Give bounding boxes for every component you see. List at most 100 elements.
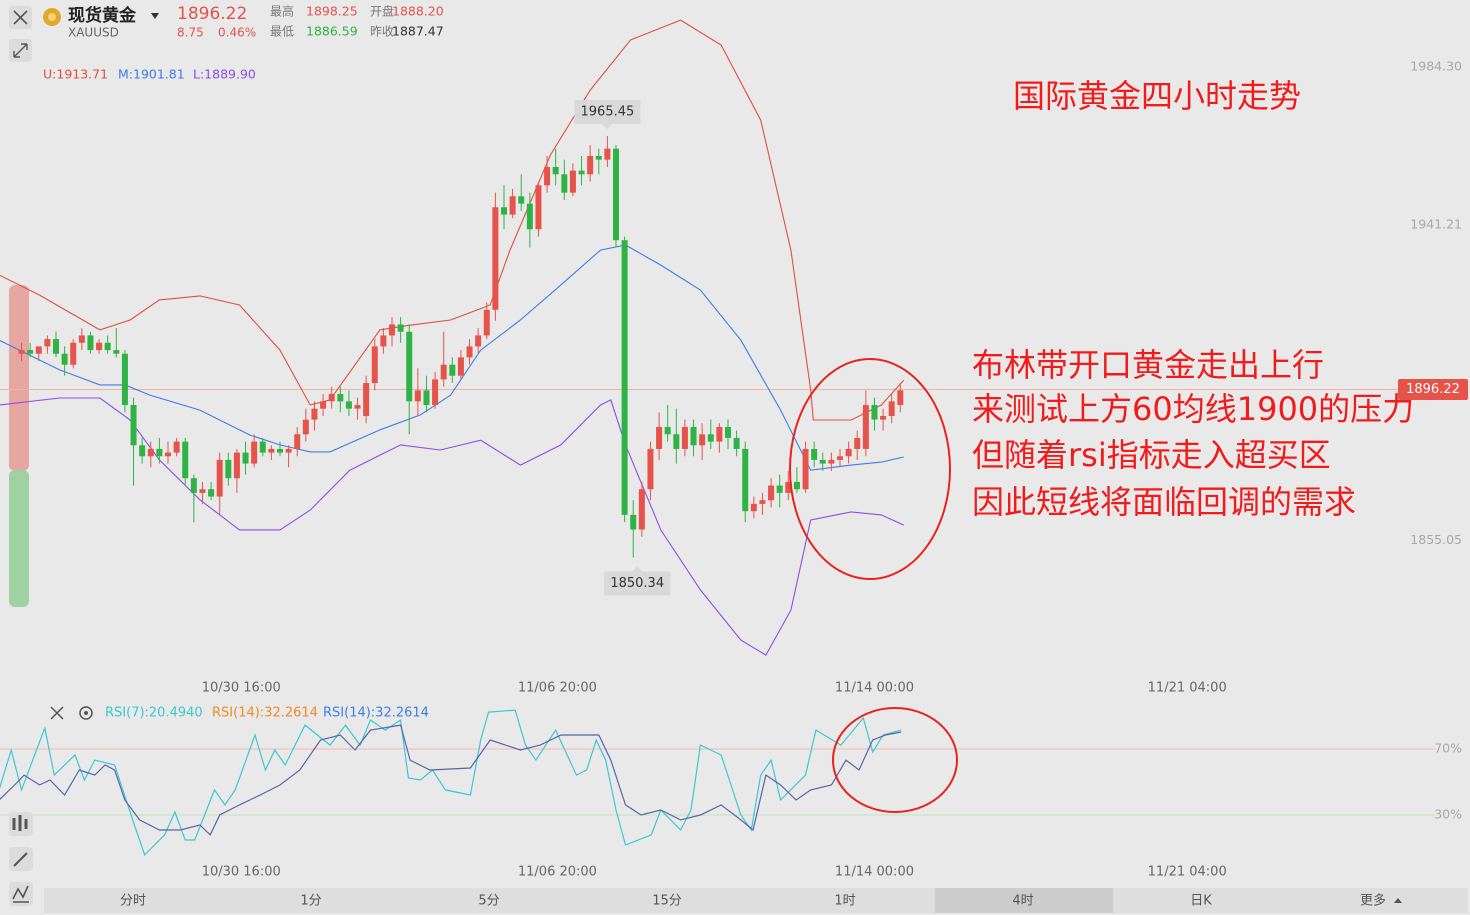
x-tick-label: 11/14 00:00 <box>835 865 914 880</box>
rsi-settings-dot <box>84 711 88 715</box>
chart-type-icon <box>12 885 29 903</box>
candle-body <box>854 437 861 449</box>
stat-label: 最高 <box>270 4 294 19</box>
candle-body <box>759 500 766 504</box>
candle-body <box>578 170 585 175</box>
candle-body <box>104 342 111 351</box>
candle-body <box>673 434 680 449</box>
x-tick-label: 11/14 00:00 <box>835 681 914 696</box>
indicator-icon <box>12 815 28 831</box>
stat-label: 开盘 <box>370 4 394 19</box>
legend-entry: L:1889.90 <box>193 67 256 82</box>
rsi-line <box>0 709 902 857</box>
candle-body <box>716 426 723 442</box>
legend-entry: RSI(14):32.2614 <box>212 706 318 721</box>
candle-body <box>173 441 180 453</box>
candle-body <box>837 456 843 460</box>
candle-body <box>699 434 706 446</box>
candle-body <box>888 401 895 416</box>
more-arrow <box>1394 898 1402 903</box>
bollinger-line <box>0 397 905 656</box>
candle-body <box>750 503 757 512</box>
close-icon <box>13 10 28 25</box>
highlight-ellipse <box>789 358 951 580</box>
last-price: 1896.22 <box>177 4 247 24</box>
candle-body <box>845 448 852 457</box>
candle-body <box>354 404 361 409</box>
candle-body <box>363 383 370 416</box>
candle-body <box>311 408 318 420</box>
candle-body <box>776 485 783 493</box>
candle-body <box>501 207 507 215</box>
x-tick-label: 11/21 04:00 <box>1148 681 1227 696</box>
rsi-settings-icon[interactable] <box>79 706 93 720</box>
candle-body <box>802 448 809 490</box>
candle-body <box>337 394 344 402</box>
candle-body <box>819 459 826 464</box>
period-tab[interactable]: 更多 <box>1360 893 1386 909</box>
candle-body <box>371 346 378 384</box>
candle-body <box>414 390 421 402</box>
y-tick-label: 1941.21 <box>1410 216 1462 231</box>
candle-body <box>87 335 94 351</box>
candle-body <box>389 324 395 336</box>
candle-body <box>182 441 189 479</box>
period-tab[interactable]: 5分 <box>478 894 499 909</box>
candle-body <box>707 434 714 442</box>
candle-body <box>27 350 34 354</box>
candle-body <box>225 459 232 479</box>
price-change-pct: 0.46% <box>218 26 256 40</box>
legend-entry: M:1901.81 <box>118 67 185 82</box>
period-tab[interactable]: 日K <box>1190 894 1212 909</box>
rsi-line <box>0 724 902 836</box>
stat-value: 1888.20 <box>392 4 444 19</box>
x-tick-label: 11/21 04:00 <box>1148 865 1227 880</box>
candle-body <box>768 485 775 501</box>
candle-body <box>397 324 404 332</box>
candle-body <box>423 390 430 405</box>
tab-bar <box>44 888 1468 913</box>
gold-icon-inner <box>48 13 56 21</box>
rsi-close-icon[interactable] <box>50 706 64 720</box>
candle-body <box>664 426 671 435</box>
candle-body <box>569 170 576 193</box>
candle-body <box>139 445 146 457</box>
candle-body <box>35 346 42 354</box>
candle-body <box>475 335 482 347</box>
bollinger-line <box>0 19 905 421</box>
candle-body <box>147 448 154 457</box>
candle-body <box>656 426 663 449</box>
candle-body <box>190 478 197 493</box>
candle-body <box>121 353 128 405</box>
annotation-title: 国际黄金四小时走势 <box>1013 77 1301 115</box>
candle-body <box>725 426 731 438</box>
candle-body <box>630 514 637 530</box>
max-label: 1965.45 <box>581 105 635 120</box>
period-tab[interactable]: 分时 <box>120 894 146 909</box>
candle-body <box>165 452 171 457</box>
candle-body <box>199 489 206 493</box>
sentiment-bull <box>9 285 29 471</box>
annotation-line: 因此短线将面临回调的需求 <box>972 483 1356 521</box>
candle-body <box>638 489 645 530</box>
period-tab[interactable]: 4时 <box>1012 894 1033 909</box>
stat-label: 最低 <box>270 25 294 39</box>
x-tick-label: 11/06 20:00 <box>518 865 597 880</box>
candle-body <box>457 357 464 376</box>
candle-body <box>302 419 309 435</box>
candle-body <box>156 448 163 457</box>
period-tab[interactable]: 1分 <box>300 894 321 909</box>
legend-entry: U:1913.71 <box>43 67 108 82</box>
dropdown-arrow[interactable] <box>151 13 159 19</box>
y-tick-label: 1855.05 <box>1410 532 1462 547</box>
max-tag <box>574 100 641 130</box>
draw-icon <box>13 852 28 867</box>
candle-body <box>871 404 878 420</box>
period-tab[interactable]: 15分 <box>652 894 682 909</box>
candle-body <box>345 401 352 409</box>
period-tab[interactable]: 1时 <box>834 894 855 909</box>
candle-body <box>294 434 301 449</box>
annotation-line: 布林带开口黄金走出上行 <box>972 346 1324 384</box>
stat-value: 1898.25 <box>306 4 358 19</box>
